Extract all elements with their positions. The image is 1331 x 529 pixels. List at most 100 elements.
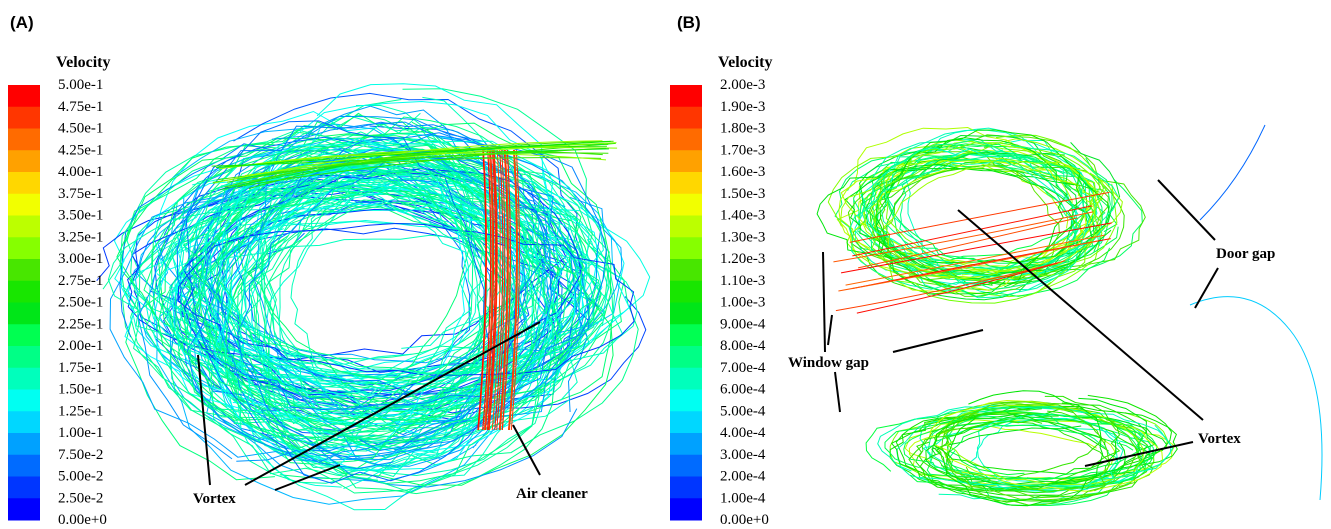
legend-label: 2.50e-1: [58, 295, 103, 311]
legend-title: Velocity: [718, 54, 773, 71]
legend-label: 1.30e-3: [720, 229, 765, 245]
color-swatch: [670, 150, 702, 173]
color-swatch: [8, 302, 40, 325]
annotation: Window gap: [788, 355, 869, 371]
pointer: [1084, 441, 1194, 467]
color-swatch: [8, 498, 40, 521]
streamline: [483, 149, 493, 431]
panel-label: (A): [10, 13, 34, 32]
legend-label: 7.50e-2: [58, 447, 103, 463]
legend-label: 5.00e-2: [58, 469, 103, 485]
streamline: [127, 171, 567, 361]
legend-label: 3.75e-1: [58, 186, 103, 202]
streamline: [205, 181, 477, 380]
legend-label: 2.75e-1: [58, 273, 103, 289]
streamline: [212, 156, 505, 472]
streamline: [204, 172, 486, 370]
streamline: [491, 149, 501, 431]
streamline: [932, 413, 1119, 475]
streamline: [216, 134, 561, 485]
streamline: [102, 148, 559, 493]
color-swatch: [670, 215, 702, 238]
color-swatch: [670, 106, 702, 129]
streamline: [929, 399, 1164, 492]
color-swatch: [670, 280, 702, 303]
color-swatch: [8, 237, 40, 260]
streamline: [849, 145, 1120, 290]
streamline: [833, 211, 1094, 263]
legend-label: 0.00e+0: [720, 512, 769, 528]
legend-label: 1.50e-1: [58, 382, 103, 398]
color-swatch: [670, 85, 702, 108]
streamline: [487, 149, 497, 431]
streamline: [1189, 296, 1323, 501]
streamline: [494, 149, 504, 431]
streamline: [510, 149, 520, 431]
legend-label: 7.00e-4: [720, 360, 766, 376]
streamline: [482, 149, 492, 431]
color-swatch: [670, 498, 702, 521]
streamline: [508, 149, 518, 431]
legend-label: 2.00e-4: [720, 469, 766, 485]
streamline: [488, 149, 498, 431]
streamline: [227, 152, 609, 183]
color-swatch: [670, 411, 702, 434]
color-swatch: [670, 172, 702, 195]
colorbars: 5.00e-1 4.75e-1 4.50e-1 4.25e-1 4.00e-1 3.75e…: [8, 77, 769, 528]
streamline: [874, 129, 1083, 289]
legend-label: 8.00e-4: [720, 338, 766, 354]
streamline: [844, 163, 1112, 278]
color-swatch: [8, 346, 40, 369]
color-swatch: [8, 215, 40, 238]
streamline: [838, 240, 1098, 292]
pointer: [512, 424, 541, 476]
color-swatch: [670, 128, 702, 151]
streamline: [166, 140, 604, 396]
streamline: [216, 140, 611, 168]
streamline: [849, 191, 1110, 243]
color-swatch: [8, 172, 40, 195]
color-swatch: [8, 106, 40, 129]
legend-label: 4.00e-4: [720, 425, 766, 441]
pointer: [834, 371, 841, 413]
color-swatch: [670, 389, 702, 412]
annotation: Air cleaner: [516, 486, 588, 502]
streamline: [212, 148, 609, 183]
streamline: [177, 190, 497, 438]
streamline: [278, 166, 486, 420]
legend-label: 2.00e-1: [58, 338, 103, 354]
legend-label: 2.25e-1: [58, 316, 103, 332]
streamline: [198, 122, 612, 422]
legend-label: 4.00e-1: [58, 164, 103, 180]
streamline: [854, 138, 1086, 285]
color-swatch: [8, 389, 40, 412]
streamline: [499, 149, 509, 431]
streamline: [875, 151, 1113, 277]
streamline: [247, 138, 503, 449]
streamline: [874, 137, 1068, 295]
streamline: [861, 143, 1111, 298]
streamline: [857, 217, 1078, 269]
streamline: [840, 138, 1107, 280]
pointer: [274, 464, 341, 491]
legend-title: Velocity: [56, 54, 111, 71]
pointer: [957, 209, 1204, 421]
streamline: [918, 410, 1102, 480]
streamline: [941, 403, 1139, 493]
panel-label: (B): [677, 13, 701, 32]
streamlines: [96, 83, 1323, 511]
streamline: [925, 416, 1168, 485]
legend-label: 1.25e-1: [58, 403, 103, 419]
annotation: Door gap: [1216, 246, 1275, 262]
pointer: [244, 321, 541, 486]
pointer: [197, 354, 211, 486]
streamline: [177, 222, 635, 376]
streamline: [885, 139, 1118, 277]
streamline: [163, 136, 590, 395]
streamline: [203, 165, 513, 414]
legend-label: 1.00e-1: [58, 425, 103, 441]
streamline: [224, 140, 614, 188]
streamline: [215, 187, 591, 390]
streamline: [840, 222, 1112, 274]
